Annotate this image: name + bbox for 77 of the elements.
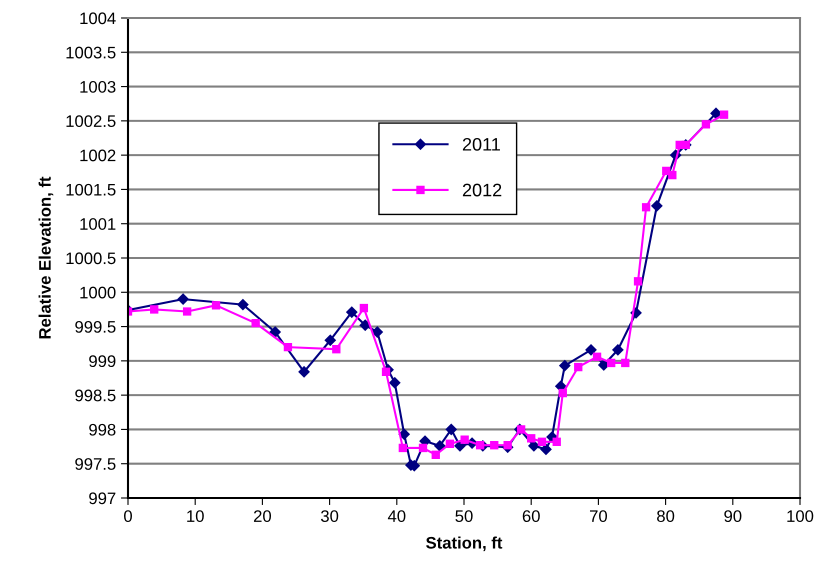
point	[651, 200, 662, 212]
x-axis-title: Station, ft	[426, 536, 502, 552]
x-tick-label: 50	[455, 510, 473, 522]
point	[446, 424, 457, 436]
point	[398, 428, 410, 440]
point	[382, 368, 390, 376]
legend-label: 2012	[462, 184, 502, 196]
y-tick-label: 1001.5	[66, 184, 116, 196]
y-tick-label: 999.5	[75, 320, 116, 333]
point	[540, 444, 552, 455]
point	[398, 444, 408, 452]
legend-label: 2011	[462, 138, 500, 151]
y-tick-label: 998	[89, 424, 116, 436]
point	[252, 318, 260, 328]
y-tick-label: 1002	[80, 150, 116, 162]
y-tick-label: 1004	[80, 12, 116, 24]
y-tick-label: 997	[89, 492, 116, 504]
point	[612, 344, 624, 356]
y-tick-label: 1000.5	[66, 252, 116, 264]
x-tick-label: 80	[657, 510, 674, 522]
x-tick-label: 30	[320, 510, 338, 522]
y-tick-label: 1002.5	[66, 115, 116, 128]
point	[527, 434, 536, 443]
y-tick-label: 998.5	[75, 390, 116, 402]
x-tick-label: 0	[124, 510, 132, 522]
point	[702, 120, 710, 128]
point	[592, 352, 602, 361]
point	[552, 438, 561, 446]
x-tick-label: 70	[590, 510, 608, 522]
point	[621, 358, 630, 368]
point	[559, 360, 570, 372]
point	[324, 334, 336, 346]
point	[720, 110, 728, 119]
point	[298, 366, 310, 378]
point	[346, 306, 358, 318]
point	[237, 299, 249, 310]
point	[178, 294, 189, 305]
x-tick-label: 100	[787, 510, 814, 522]
point	[432, 450, 440, 459]
point	[150, 305, 158, 314]
point	[418, 444, 428, 452]
point	[332, 345, 340, 354]
y-tick-label: 1003.5	[66, 46, 116, 58]
point	[182, 307, 192, 316]
point	[360, 304, 368, 312]
x-tick-label: 90	[724, 510, 742, 522]
x-tick-label: 10	[187, 510, 204, 522]
point	[490, 441, 498, 450]
x-tick-label: 40	[388, 510, 406, 522]
x-tick-label: 60	[522, 510, 540, 522]
y-tick-label: 1001	[80, 218, 116, 230]
point	[284, 342, 292, 352]
point	[212, 301, 220, 310]
point	[538, 438, 546, 446]
point	[372, 326, 383, 338]
y-tick-label: 1003	[80, 80, 116, 93]
point	[668, 170, 676, 180]
point	[504, 441, 512, 450]
point	[558, 388, 567, 398]
point	[434, 440, 446, 452]
point	[642, 203, 650, 212]
x-tick-label: 20	[254, 510, 272, 522]
point	[634, 277, 642, 286]
point	[598, 359, 610, 371]
point	[389, 377, 400, 388]
y-axis-title: Relative Elevation, ft	[38, 176, 54, 338]
point	[460, 436, 469, 444]
y-tick-label: 999	[89, 355, 116, 368]
point	[528, 440, 540, 452]
point	[585, 344, 597, 356]
y-tick-label: 1000	[80, 286, 116, 298]
point	[270, 326, 281, 338]
point	[574, 362, 582, 372]
y-tick-label: 997.5	[75, 458, 116, 470]
point	[607, 358, 616, 368]
point	[476, 441, 484, 450]
point	[446, 440, 454, 448]
